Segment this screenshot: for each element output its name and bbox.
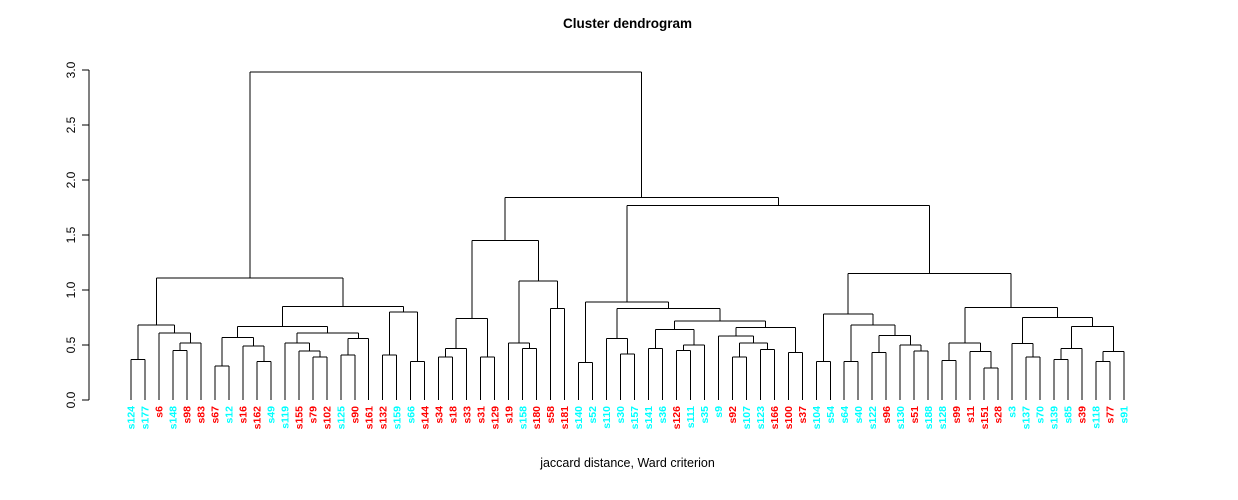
leaf-label: s96 xyxy=(881,406,893,424)
leaf-label: s31 xyxy=(475,406,487,424)
leaf-label: s177 xyxy=(140,406,152,430)
leaf-label: s188 xyxy=(923,406,935,430)
leaf-label: s28 xyxy=(993,406,1005,424)
leaf-label: s181 xyxy=(559,406,571,430)
leaf-label: s126 xyxy=(671,406,683,430)
leaf-label: s6 xyxy=(154,406,166,418)
leaf-label: s148 xyxy=(168,406,180,430)
leaf-label: s77 xyxy=(1105,406,1117,424)
y-tick-label: 0.0 xyxy=(64,391,78,408)
dendrogram-branches xyxy=(130,71,1125,400)
leaf-label: s79 xyxy=(307,406,319,424)
leaf-label: s11 xyxy=(965,406,977,423)
y-axis-tick-labels: 0.0 0.5 1.0 1.5 2.0 2.5 3.0 xyxy=(64,61,78,408)
leaf-label: s90 xyxy=(349,406,361,424)
x-axis-caption: jaccard distance, Ward criterion xyxy=(540,456,715,470)
leaf-label: s119 xyxy=(280,406,292,429)
leaf-label: s132 xyxy=(377,406,389,430)
y-tick-label: 1.5 xyxy=(64,226,78,243)
leaf-label: s123 xyxy=(755,406,767,430)
leaf-label: s19 xyxy=(503,406,515,424)
leaf-label: s39 xyxy=(1077,406,1089,424)
leaf-label: s37 xyxy=(797,406,809,424)
leaf-label: s158 xyxy=(517,406,529,430)
leaf-label: s70 xyxy=(1035,406,1047,424)
leaf-label: s52 xyxy=(587,406,599,424)
y-tick-label: 3.0 xyxy=(64,61,78,78)
leaf-label: s107 xyxy=(741,406,753,430)
leaf-label: s34 xyxy=(433,406,445,424)
leaf-label: s33 xyxy=(461,406,473,424)
chart-title: Cluster dendrogram xyxy=(562,16,693,31)
leaf-label: s100 xyxy=(783,406,795,430)
leaf-label: s139 xyxy=(1049,406,1061,430)
leaf-label: s155 xyxy=(293,406,305,430)
leaf-label: s122 xyxy=(867,406,879,430)
leaf-label: s144 xyxy=(419,406,431,430)
leaf-label: s16 xyxy=(238,406,250,424)
leaf-label: s125 xyxy=(335,406,347,430)
leaf-labels: s124 s177 s6 s148 s98 s83 s67 s12 s16 s162 s49 s119… xyxy=(126,406,1131,430)
leaf-label: s83 xyxy=(196,406,208,424)
leaf-label: s110 xyxy=(601,406,613,429)
leaf-label: s58 xyxy=(545,406,557,424)
leaf-label: s129 xyxy=(489,406,501,430)
leaf-label: s35 xyxy=(699,406,711,424)
leaf-label: s118 xyxy=(1091,406,1103,429)
leaf-label: s151 xyxy=(979,406,991,430)
leaf-label: s98 xyxy=(182,406,194,424)
leaf-label: s141 xyxy=(643,406,655,430)
leaf-label: s54 xyxy=(825,406,837,424)
leaf-label: s67 xyxy=(210,406,222,424)
leaf-label: s3 xyxy=(1007,406,1019,418)
leaf-label: s64 xyxy=(839,406,851,424)
leaf-label: s30 xyxy=(615,406,627,424)
leaf-label: s99 xyxy=(951,406,963,424)
leaf-label: s91 xyxy=(1119,406,1131,424)
leaf-label: s162 xyxy=(252,406,264,430)
leaf-label: s111 xyxy=(685,406,697,428)
leaf-label: s85 xyxy=(1063,406,1075,424)
leaf-label: s40 xyxy=(853,406,865,424)
leaf-label: s128 xyxy=(937,406,949,430)
leaf-label: s159 xyxy=(391,406,403,430)
leaf-label: s140 xyxy=(573,406,585,430)
leaf-label: s180 xyxy=(531,406,543,430)
leaf-label: s12 xyxy=(224,406,236,424)
leaf-label: s18 xyxy=(447,406,459,424)
y-tick-label: 2.5 xyxy=(64,116,78,133)
leaf-label: s161 xyxy=(363,406,375,430)
y-tick-label: 2.0 xyxy=(64,171,78,188)
leaf-label: s49 xyxy=(266,406,278,424)
y-tick-label: 1.0 xyxy=(64,281,78,298)
leaf-label: s102 xyxy=(321,406,333,430)
leaf-label: s157 xyxy=(629,406,641,430)
leaf-label: s66 xyxy=(405,406,417,424)
leaf-label: s166 xyxy=(769,406,781,430)
leaf-label: s51 xyxy=(909,406,921,424)
leaf-label: s124 xyxy=(126,406,138,430)
leaf-label: s137 xyxy=(1021,406,1033,430)
leaf-label: s36 xyxy=(657,406,669,424)
y-axis xyxy=(82,69,90,401)
y-tick-label: 0.5 xyxy=(64,336,78,353)
leaf-label: s92 xyxy=(727,406,739,424)
leaf-label: s104 xyxy=(811,406,823,430)
leaf-label: s9 xyxy=(713,406,725,418)
leaf-label: s130 xyxy=(895,406,907,430)
